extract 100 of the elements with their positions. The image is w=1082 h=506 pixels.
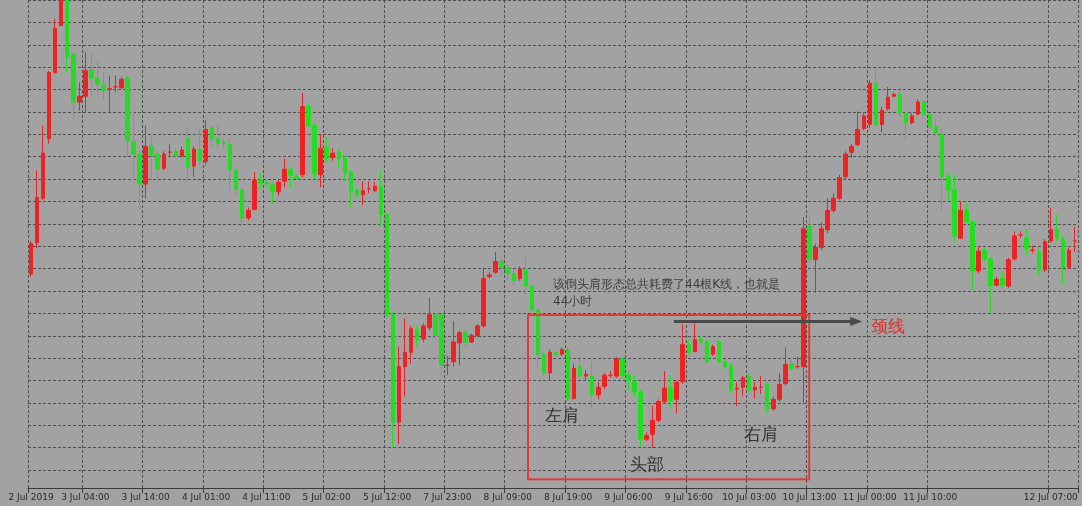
candlestick xyxy=(403,317,407,398)
candlestick xyxy=(723,358,727,369)
candlestick xyxy=(928,112,932,130)
candlestick xyxy=(644,431,649,442)
candlestick xyxy=(536,307,540,368)
candlestick xyxy=(566,346,570,403)
candlestick xyxy=(1055,213,1059,242)
candlestick xyxy=(1061,235,1065,286)
text: 头部 xyxy=(629,454,664,475)
candlestick xyxy=(572,363,576,400)
candlestick xyxy=(385,212,389,318)
candlestick xyxy=(560,346,564,357)
candlestick xyxy=(578,358,582,379)
candlestick xyxy=(807,216,812,263)
candlestick xyxy=(373,181,377,193)
x-tick-label: 11 Jul 00:00 xyxy=(842,491,898,502)
x-tick-label: 12 Jul 07:00 xyxy=(1023,491,1079,502)
candlestick xyxy=(228,138,232,193)
candlestick xyxy=(1024,229,1029,256)
x-tick-label: 3 Jul 04:00 xyxy=(61,491,110,502)
candlestick xyxy=(922,98,926,117)
candlestick xyxy=(843,150,848,181)
candlestick xyxy=(548,349,552,382)
candlestick xyxy=(958,200,963,240)
candlestick xyxy=(1037,247,1041,277)
candlestick xyxy=(282,157,287,188)
candlestick xyxy=(765,381,769,414)
annotation: 该倒头肩形态总共耗费了44根K线，也就是44小时 xyxy=(553,277,781,309)
annotation: 左肩 xyxy=(545,405,580,426)
candlestick xyxy=(855,110,860,147)
candlestick xyxy=(204,119,208,166)
candlestick xyxy=(904,110,908,141)
candlestick xyxy=(168,143,172,157)
candlestick xyxy=(741,375,745,398)
candlestick xyxy=(512,268,516,287)
candlestick xyxy=(880,106,884,133)
candlestick xyxy=(379,169,383,228)
candlestick xyxy=(367,180,371,194)
candlestick xyxy=(934,117,938,138)
candlestick xyxy=(753,381,757,399)
candlestick xyxy=(29,240,33,278)
candlestick xyxy=(874,67,878,129)
annotation: 颈线 xyxy=(871,315,906,336)
candlestick xyxy=(705,339,709,365)
candlestick xyxy=(41,125,45,201)
x-tick-label: 4 Jul 11:00 xyxy=(242,491,291,502)
candlestick xyxy=(699,334,703,344)
candlestick xyxy=(1067,247,1071,270)
candlestick xyxy=(602,372,607,390)
candlestick xyxy=(487,271,492,279)
candlestick xyxy=(391,311,395,449)
candlestick xyxy=(1073,226,1077,253)
candlestick xyxy=(59,0,63,27)
candlestick xyxy=(542,351,546,377)
candlestick xyxy=(294,174,299,181)
candlestick xyxy=(162,150,166,171)
candlestick xyxy=(409,325,413,365)
candlestick xyxy=(849,143,854,159)
candlestick xyxy=(868,79,872,129)
candlestick xyxy=(216,125,220,149)
candlestick xyxy=(65,0,69,74)
candlestick xyxy=(910,112,914,125)
candlestick xyxy=(493,251,498,275)
candlestick xyxy=(687,339,691,355)
candlestick xyxy=(1000,270,1005,289)
candlestick xyxy=(693,322,697,353)
candlestick xyxy=(198,128,202,166)
x-tick-label: 5 Jul 12:00 xyxy=(362,491,412,502)
candlestick xyxy=(210,123,214,149)
candlestick xyxy=(717,339,721,365)
candlestick xyxy=(789,358,794,371)
candlestick xyxy=(324,136,329,164)
candlestick xyxy=(337,148,341,168)
candlestick xyxy=(1049,207,1053,244)
candlestick xyxy=(318,133,323,188)
candlestick xyxy=(783,346,788,386)
candlestick xyxy=(886,86,890,112)
candlestick xyxy=(711,344,715,357)
x-tick-label: 7 Jul 23:00 xyxy=(423,491,472,502)
candlestick xyxy=(397,346,401,445)
annotation: 右肩 xyxy=(744,424,779,445)
candlestick xyxy=(584,369,588,382)
candlestick xyxy=(330,147,335,162)
candlestick xyxy=(361,180,365,206)
candlestick xyxy=(729,363,733,394)
x-tick-label: 8 Jul 09:00 xyxy=(483,491,533,502)
candlestick xyxy=(174,147,178,159)
candlestick xyxy=(916,98,920,116)
candlestick xyxy=(349,169,353,209)
candlestick xyxy=(1006,257,1011,289)
candlestick xyxy=(240,186,244,228)
candlestick xyxy=(125,75,130,159)
candlestick xyxy=(47,70,51,145)
candlestick xyxy=(862,112,866,131)
candlestick xyxy=(276,179,281,197)
candlestick xyxy=(892,92,896,98)
candlestick xyxy=(759,375,763,395)
candlestick xyxy=(246,207,251,221)
x-tick-label: 5 Jul 02:00 xyxy=(302,491,352,502)
candlestick xyxy=(994,276,999,287)
